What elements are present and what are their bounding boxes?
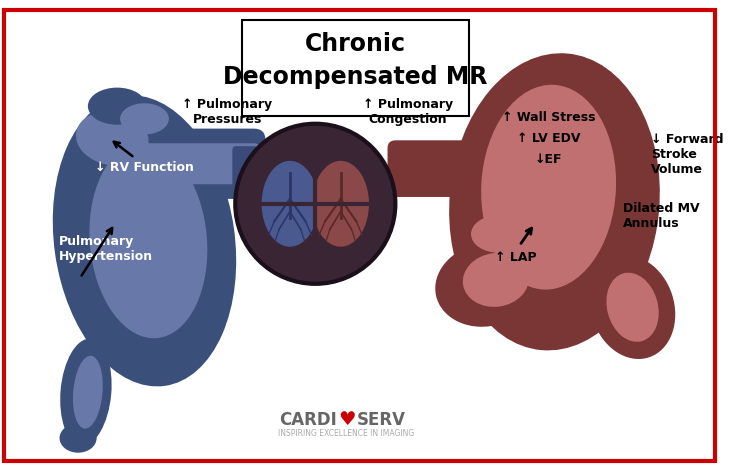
Ellipse shape — [261, 161, 318, 247]
Ellipse shape — [89, 144, 208, 338]
FancyBboxPatch shape — [120, 129, 266, 199]
Text: ↓ Forward
Stroke
Volume: ↓ Forward Stroke Volume — [651, 133, 723, 177]
Text: ↓ RV Function: ↓ RV Function — [95, 161, 194, 174]
Text: ↑ Pulmonary
Congestion: ↑ Pulmonary Congestion — [363, 98, 453, 126]
Text: INSPIRING EXCELLENCE IN IMAGING: INSPIRING EXCELLENCE IN IMAGING — [278, 429, 414, 438]
Ellipse shape — [120, 103, 169, 134]
Ellipse shape — [449, 53, 659, 350]
Ellipse shape — [471, 216, 525, 252]
Text: ↑ Wall Stress
↑ LV EDV
↓EF: ↑ Wall Stress ↑ LV EDV ↓EF — [502, 111, 595, 166]
Ellipse shape — [435, 243, 537, 327]
FancyBboxPatch shape — [388, 140, 470, 197]
FancyBboxPatch shape — [242, 20, 469, 116]
Ellipse shape — [76, 111, 149, 166]
Text: Decompensated MR: Decompensated MR — [223, 65, 487, 89]
Ellipse shape — [606, 273, 659, 342]
Text: ♥: ♥ — [338, 410, 355, 429]
Ellipse shape — [312, 161, 369, 247]
Text: SERV: SERV — [356, 411, 406, 429]
Ellipse shape — [463, 253, 529, 307]
FancyBboxPatch shape — [135, 143, 261, 184]
FancyBboxPatch shape — [233, 146, 258, 188]
Text: ↑ LAP: ↑ LAP — [495, 251, 537, 264]
Ellipse shape — [88, 88, 146, 125]
Text: Chronic: Chronic — [305, 32, 406, 56]
Ellipse shape — [73, 356, 103, 429]
Circle shape — [236, 124, 395, 284]
Ellipse shape — [60, 423, 96, 453]
Text: CARDI: CARDI — [279, 411, 337, 429]
Ellipse shape — [53, 95, 236, 386]
Ellipse shape — [590, 255, 675, 359]
Ellipse shape — [481, 85, 616, 290]
Text: ↑ Pulmonary
Pressures: ↑ Pulmonary Pressures — [183, 98, 272, 126]
Ellipse shape — [60, 339, 112, 446]
Text: Dilated MV
Annulus: Dilated MV Annulus — [623, 203, 699, 230]
Text: Pulmonary
Hypertension: Pulmonary Hypertension — [59, 235, 152, 263]
